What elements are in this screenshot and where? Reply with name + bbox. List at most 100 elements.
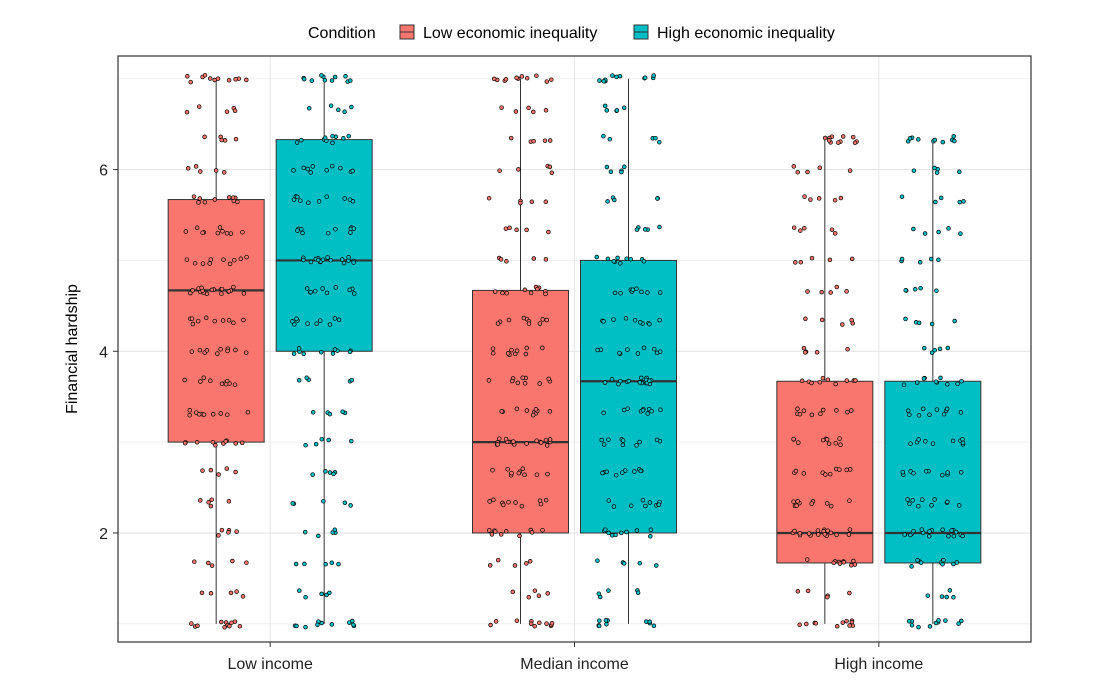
jitter-point (911, 470, 916, 476)
jitter-point (817, 379, 823, 385)
jitter-point (507, 225, 512, 231)
jitter-point (224, 466, 230, 471)
jitter-point (951, 561, 956, 567)
jitter-point (791, 436, 796, 442)
jitter-point (332, 316, 338, 321)
jitter-point (192, 260, 198, 266)
jitter-point (537, 498, 543, 504)
jitter-point (319, 436, 325, 442)
box-low-income-low (167, 78, 265, 624)
jitter-point (840, 134, 846, 139)
jitter-point (648, 527, 654, 533)
jitter-point (198, 169, 203, 174)
jitter-point (639, 375, 644, 381)
jitter-point (497, 168, 502, 173)
jitter-point (604, 469, 610, 475)
jitter-point (595, 558, 600, 563)
jitter-point (318, 349, 324, 355)
jitter-point (637, 380, 643, 385)
jitter-point (348, 78, 353, 83)
jitter-point (927, 624, 933, 629)
jitter-point (196, 200, 201, 205)
x-tick-label: High income (834, 656, 923, 673)
jitter-point (197, 196, 203, 201)
jitter-point (524, 75, 530, 81)
jitter-point (493, 619, 499, 624)
jitter-point (542, 138, 548, 143)
jitter-point (217, 225, 223, 230)
gridlines (118, 56, 1031, 642)
jitter-point (498, 532, 504, 537)
jitter-point (350, 618, 355, 624)
jitter-point (308, 170, 313, 175)
jitter-point (605, 199, 610, 204)
jitter-point (314, 321, 319, 327)
jitter-point (826, 138, 832, 143)
jitter-point (841, 560, 847, 565)
jitter-point (632, 317, 638, 323)
jitter-point (837, 561, 843, 566)
jitter-point (222, 625, 227, 630)
jitter-point (956, 621, 961, 626)
jitter-point (488, 622, 493, 628)
jitter-point (905, 497, 910, 502)
y-tick-label: 4 (99, 344, 108, 361)
jitter-point (833, 381, 838, 387)
jitter-point (498, 257, 504, 262)
jitter-point (832, 197, 838, 203)
jitter-point (852, 140, 858, 146)
jitter-point (933, 199, 938, 205)
jitter-point (809, 255, 815, 261)
jitter-point (947, 588, 953, 593)
jitter-point (611, 258, 617, 264)
jitter-point (796, 440, 801, 445)
jitter-point (943, 618, 948, 623)
jitter-point (938, 375, 943, 381)
jitter-point (651, 346, 657, 352)
jitter-point (225, 348, 230, 354)
jitter-point (801, 345, 807, 351)
jitter-point (333, 226, 338, 232)
jitter-point (798, 259, 804, 265)
jitter-point (329, 78, 335, 83)
jitter-point (208, 378, 213, 384)
jitter-point (648, 534, 653, 539)
jitter-point (933, 620, 939, 626)
jitter-point (546, 229, 551, 235)
jitter-point (230, 558, 235, 564)
jitter-point (208, 591, 214, 596)
jitter-point (348, 230, 353, 235)
jitter-point (657, 317, 662, 323)
jitter-point (531, 109, 536, 115)
jitter-point (349, 104, 354, 110)
jitter-point (524, 345, 530, 351)
legend-label-low-inequality: Low economic inequality (423, 25, 597, 42)
jitter-point (522, 381, 528, 386)
jitter-point (654, 437, 660, 443)
jitter-group (790, 134, 859, 629)
jitter-point (907, 136, 913, 141)
jitter-point (486, 378, 492, 383)
jitter-point (945, 345, 951, 351)
jitter-point (231, 284, 236, 290)
jitter-point (809, 412, 815, 418)
jitter-point (834, 408, 839, 413)
jitter-point (923, 439, 928, 444)
jitter-point (829, 227, 835, 232)
jitter-point (208, 503, 214, 509)
jitter-point (919, 527, 925, 532)
jitter-point (316, 533, 321, 539)
jitter-point (208, 467, 214, 473)
jitter-point (329, 560, 335, 566)
jitter-point (794, 503, 799, 508)
jitter-point (845, 409, 850, 415)
jitter-point (524, 561, 529, 566)
jitter-point (634, 286, 639, 292)
jitter-point (657, 139, 662, 145)
jitter-point (347, 287, 352, 293)
jitter-point (302, 529, 308, 535)
jitter-point (540, 345, 545, 351)
jitter-point (306, 200, 311, 206)
jitter-point (245, 409, 251, 415)
jitter-point (513, 500, 518, 505)
